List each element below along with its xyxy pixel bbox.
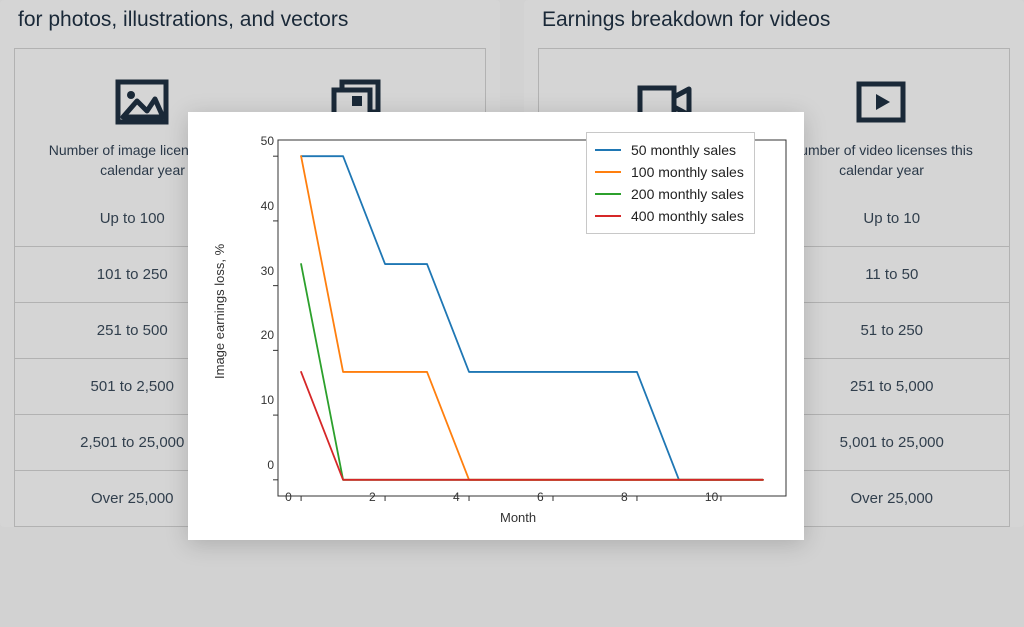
y-tick-label: 10 [244, 393, 274, 407]
y-tick-label: 40 [244, 199, 274, 213]
table-cell: 51 to 250 [774, 303, 1010, 358]
legend-item: 400 monthly sales [595, 205, 744, 227]
right-heading: Earnings breakdown for videos [524, 0, 1024, 48]
y-tick-label: 20 [244, 328, 274, 342]
legend-item: 50 monthly sales [595, 139, 744, 161]
legend-swatch [595, 149, 621, 151]
play-icon [854, 79, 908, 130]
legend-label: 100 monthly sales [631, 164, 744, 180]
legend-swatch [595, 171, 621, 173]
table-cell: 11 to 50 [774, 247, 1010, 302]
x-tick-label: 0 [285, 490, 292, 504]
x-tick-label: 4 [453, 490, 460, 504]
table-cell: 5,001 to 25,000 [774, 415, 1010, 470]
legend-item: 100 monthly sales [595, 161, 744, 183]
y-tick-label: 50 [244, 134, 274, 148]
chart-modal: 50 monthly sales 100 monthly sales 200 mon… [188, 112, 804, 540]
left-heading: for photos, illustrations, and vectors [0, 0, 500, 48]
legend-label: 200 monthly sales [631, 186, 744, 202]
x-tick-label: 6 [537, 490, 544, 504]
x-tick-label: 10 [705, 490, 718, 504]
image-icon [115, 79, 169, 130]
y-tick-label: 0 [244, 458, 274, 472]
table-cell: Up to 10 [774, 191, 1010, 246]
chart-legend: 50 monthly sales 100 monthly sales 200 mon… [586, 132, 755, 234]
legend-swatch [595, 193, 621, 195]
legend-item: 200 monthly sales [595, 183, 744, 205]
x-axis-label: Month [500, 510, 536, 525]
play-icon-col: Number of video licenses this calendar y… [783, 79, 981, 181]
y-axis-label: Image earnings loss, % [212, 244, 227, 379]
x-tick-label: 2 [369, 490, 376, 504]
legend-label: 400 monthly sales [631, 208, 744, 224]
legend-label: 50 monthly sales [631, 142, 736, 158]
table-cell: Over 25,000 [774, 471, 1010, 526]
play-icon-caption: Number of video licenses this calendar y… [783, 140, 981, 181]
y-tick-label: 30 [244, 264, 274, 278]
legend-swatch [595, 215, 621, 217]
table-cell: 251 to 5,000 [774, 359, 1010, 414]
x-tick-label: 8 [621, 490, 628, 504]
